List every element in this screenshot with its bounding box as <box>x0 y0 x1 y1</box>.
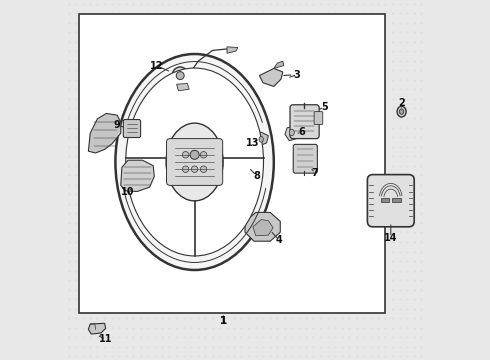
Text: 7: 7 <box>312 168 318 178</box>
Text: 4: 4 <box>276 235 283 245</box>
Ellipse shape <box>200 152 207 158</box>
Ellipse shape <box>399 109 404 114</box>
Text: 13: 13 <box>246 138 260 148</box>
Ellipse shape <box>166 123 223 201</box>
Text: 3: 3 <box>294 69 300 80</box>
Ellipse shape <box>200 166 207 172</box>
Polygon shape <box>121 160 154 192</box>
Text: 1: 1 <box>220 316 227 326</box>
FancyBboxPatch shape <box>368 175 414 227</box>
Text: 6: 6 <box>298 127 305 137</box>
FancyBboxPatch shape <box>123 120 141 138</box>
FancyBboxPatch shape <box>314 112 323 125</box>
Ellipse shape <box>116 54 274 270</box>
Ellipse shape <box>182 152 189 158</box>
FancyBboxPatch shape <box>293 144 318 173</box>
FancyBboxPatch shape <box>167 139 222 185</box>
Ellipse shape <box>259 136 263 142</box>
Text: 2: 2 <box>398 98 405 108</box>
Bar <box>79 14 386 313</box>
Ellipse shape <box>176 72 184 80</box>
Polygon shape <box>252 132 269 147</box>
Text: 9: 9 <box>114 120 121 130</box>
Text: 14: 14 <box>384 233 397 243</box>
Polygon shape <box>227 47 238 53</box>
Ellipse shape <box>190 150 199 159</box>
Polygon shape <box>285 126 298 141</box>
Polygon shape <box>274 61 284 68</box>
Ellipse shape <box>289 129 294 136</box>
Text: 10: 10 <box>121 186 135 197</box>
Polygon shape <box>381 198 390 202</box>
Ellipse shape <box>397 106 406 117</box>
Polygon shape <box>392 198 401 202</box>
FancyBboxPatch shape <box>290 105 319 139</box>
Polygon shape <box>176 84 189 91</box>
Polygon shape <box>245 212 280 241</box>
Text: 11: 11 <box>99 334 112 345</box>
Text: 8: 8 <box>253 171 260 181</box>
Text: 1: 1 <box>220 316 227 326</box>
Ellipse shape <box>192 166 198 172</box>
Ellipse shape <box>182 166 189 172</box>
Polygon shape <box>259 68 283 86</box>
Text: 5: 5 <box>321 102 328 112</box>
Ellipse shape <box>172 67 188 84</box>
Polygon shape <box>88 323 106 334</box>
Polygon shape <box>253 220 273 236</box>
Polygon shape <box>234 154 254 169</box>
Text: 12: 12 <box>150 61 164 71</box>
Polygon shape <box>88 113 121 153</box>
Ellipse shape <box>126 68 264 256</box>
